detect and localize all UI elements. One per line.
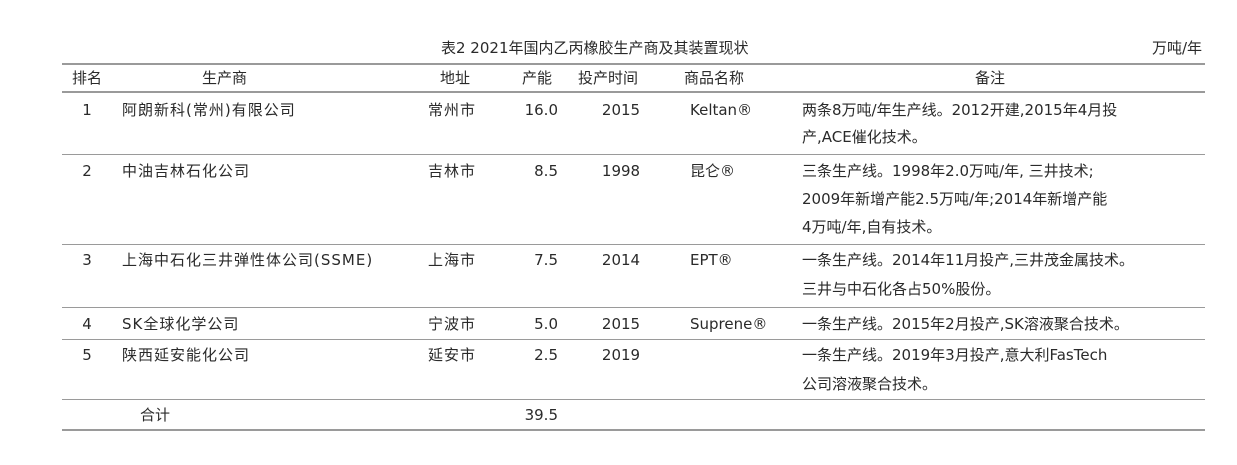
row-note-line: 三条生产线。1998年2.0万吨/年, 三井技术; [802, 162, 1094, 180]
row-address: 延安市 [428, 346, 477, 364]
row-rank: 1 [82, 101, 92, 119]
header-capacity: 产能 [522, 69, 553, 87]
row-note-line: 产,ACE催化技术。 [802, 128, 927, 146]
table-unit: 万吨/年 [1151, 39, 1202, 57]
total-label: 合计 [140, 406, 171, 424]
row-brand: Keltan® [690, 101, 753, 119]
header-rank: 排名 [72, 69, 103, 87]
header-brand: 商品名称 [684, 69, 745, 87]
row-rank: 5 [82, 346, 92, 364]
top-rule [62, 63, 1205, 65]
row-address: 常州市 [428, 101, 477, 119]
row-address: 上海市 [428, 251, 477, 269]
row-note-line: 一条生产线。2014年11月投产,三井茂金属技术。 [802, 251, 1135, 269]
header-producer: 生产商 [202, 69, 248, 87]
row-note-line: 2009年新增产能2.5万吨/年;2014年新增产能 [802, 190, 1108, 208]
row-note-line: 三井与中石化各占50%股份。 [802, 280, 1001, 298]
row-note-line: 一条生产线。2019年3月投产,意大利FasTech [802, 346, 1108, 364]
header-notes: 备注 [975, 69, 1006, 87]
total-capacity: 39.5 [524, 406, 558, 424]
bottom-rule [62, 429, 1205, 431]
row-capacity: 7.5 [534, 251, 558, 269]
row-note-line: 两条8万吨/年生产线。2012开建,2015年4月投 [802, 101, 1118, 119]
row-divider [62, 154, 1205, 155]
row-note-line: 公司溶液聚合技术。 [802, 375, 938, 393]
row-divider [62, 339, 1205, 340]
header-year: 投产时间 [578, 69, 639, 87]
row-brand: 昆仑® [690, 162, 736, 180]
row-address: 宁波市 [428, 315, 477, 333]
row-brand: EPT® [690, 251, 733, 269]
row-year: 2019 [601, 346, 641, 364]
row-producer: 阿朗新科(常州)有限公司 [122, 101, 296, 119]
row-divider [62, 307, 1205, 308]
table-caption: 表2 2021年国内乙丙橡胶生产商及其装置现状 万吨/年 [0, 38, 1237, 58]
row-capacity: 8.5 [534, 162, 558, 180]
row-year: 2015 [601, 315, 641, 333]
row-note-line: 一条生产线。2015年2月投产,SK溶液聚合技术。 [802, 315, 1129, 333]
row-rank: 4 [82, 315, 92, 333]
row-year: 1998 [601, 162, 641, 180]
header-rule [62, 91, 1205, 93]
row-producer: 陕西延安能化公司 [122, 346, 251, 364]
table-title: 表2 2021年国内乙丙橡胶生产商及其装置现状 [441, 39, 749, 57]
row-rank: 2 [82, 162, 92, 180]
row-producer: 上海中石化三井弹性体公司(SSME) [122, 251, 374, 269]
row-divider [62, 399, 1205, 400]
row-brand: Suprene® [690, 315, 768, 333]
row-divider [62, 244, 1205, 245]
row-rank: 3 [82, 251, 92, 269]
row-producer: SK全球化学公司 [122, 315, 240, 333]
row-capacity: 2.5 [534, 346, 558, 364]
row-capacity: 5.0 [534, 315, 558, 333]
row-note-line: 4万吨/年,自有技术。 [802, 218, 942, 236]
header-address: 地址 [440, 69, 471, 87]
row-year: 2015 [601, 101, 641, 119]
row-producer: 中油吉林石化公司 [122, 162, 251, 180]
row-capacity: 16.0 [524, 101, 558, 119]
row-address: 吉林市 [428, 162, 477, 180]
row-year: 2014 [601, 251, 641, 269]
